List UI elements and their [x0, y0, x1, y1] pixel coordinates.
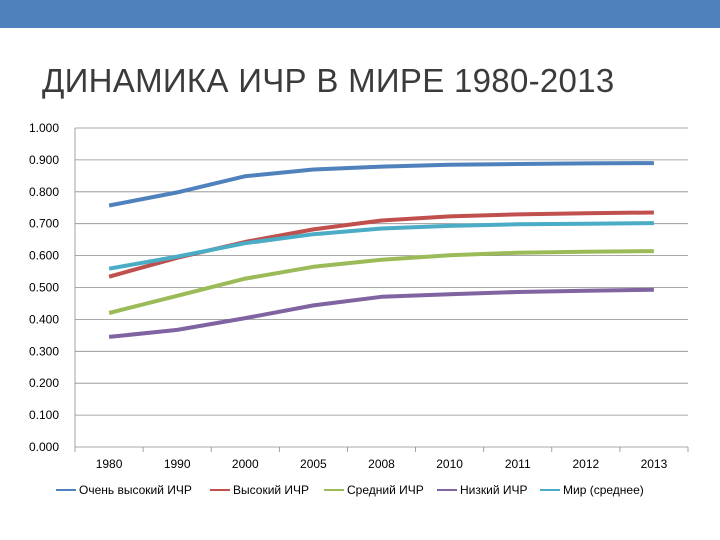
x-tick-label: 1990	[164, 457, 191, 471]
top-accent-bar	[0, 0, 720, 28]
y-tick-label: 0.700	[29, 217, 59, 231]
x-tick-label: 2005	[300, 457, 327, 471]
legend-label: Мир (среднее)	[563, 483, 644, 497]
series-line	[108, 287, 654, 339]
legend-label: Очень высокий ИЧР	[79, 483, 192, 497]
y-tick-label: 0.400	[29, 312, 59, 326]
legend: Очень высокий ИЧР Высокий ИЧР Средний ИЧР Н…	[56, 483, 644, 497]
x-tick-label: 2012	[572, 457, 599, 471]
x-tick-label: 2008	[368, 457, 395, 471]
y-tick-label: 0.500	[29, 281, 59, 295]
x-tick-label: 2010	[436, 457, 463, 471]
legend-label: Средний ИЧР	[347, 483, 424, 497]
x-tick-label: 2011	[505, 457, 531, 471]
y-tick-label: 0.200	[29, 376, 59, 390]
y-tick-label: 0.800	[29, 185, 59, 199]
y-tick-label: 0.000	[29, 440, 59, 454]
y-tick-label: 0.300	[29, 344, 59, 358]
y-tick-label: 0.600	[29, 249, 59, 263]
y-axis-tick-labels: 0.000 0.100 0.200 0.300 0.400 0.500 0.600 0.700…	[29, 121, 59, 454]
x-tick-label: 2000	[232, 457, 259, 471]
slide-title: ДИНАМИКА ИЧР В МИРЕ 1980-2013	[42, 62, 615, 99]
series-line	[108, 221, 654, 271]
x-tick-label: 2013	[641, 457, 668, 471]
legend-label: Низкий ИЧР	[460, 483, 528, 497]
series-line	[108, 161, 654, 208]
x-axis-tick-labels: 1980 1990 2000 2005 2008 2010 2011 2012 2013	[96, 457, 668, 471]
series-line	[108, 249, 654, 315]
y-tick-label: 1.000	[29, 121, 59, 135]
legend-label: Высокий ИЧР	[233, 483, 309, 497]
series-lines	[108, 161, 654, 339]
y-tick-label: 0.100	[29, 408, 59, 422]
x-tick-label: 1980	[96, 457, 123, 471]
y-tick-label: 0.900	[29, 153, 59, 167]
